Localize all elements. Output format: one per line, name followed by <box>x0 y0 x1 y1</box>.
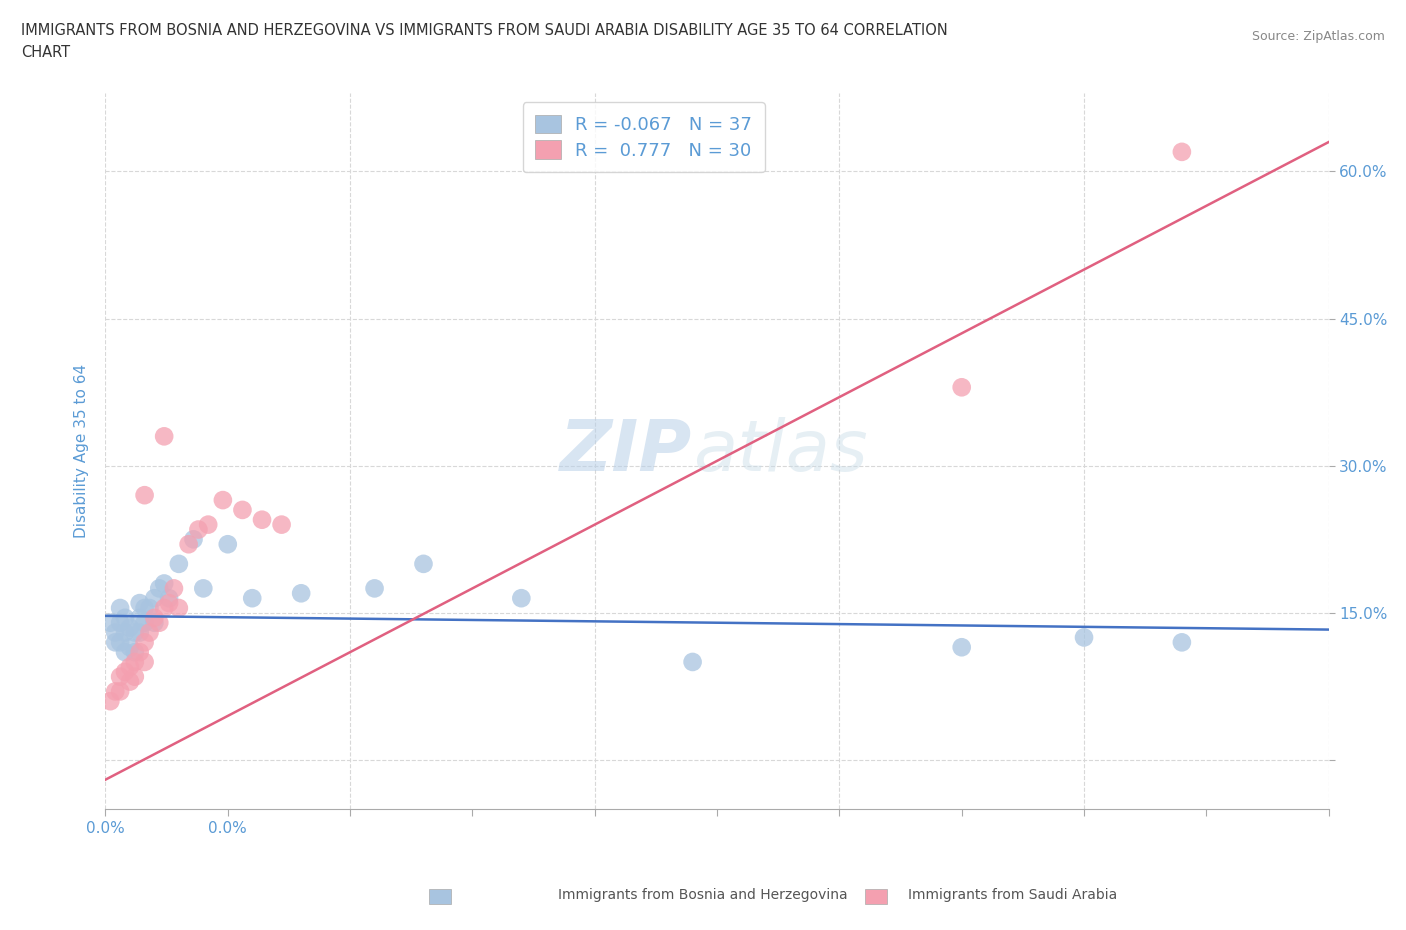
Point <box>128 595 150 610</box>
Point <box>167 556 190 571</box>
Point <box>1171 144 1194 159</box>
Point <box>187 522 209 537</box>
Text: IMMIGRANTS FROM BOSNIA AND HERZEGOVINA VS IMMIGRANTS FROM SAUDI ARABIA DISABILIT: IMMIGRANTS FROM BOSNIA AND HERZEGOVINA V… <box>21 23 948 38</box>
Point <box>270 517 292 532</box>
Point <box>290 586 312 601</box>
Point <box>148 581 170 596</box>
Point <box>134 616 156 631</box>
Point <box>183 532 205 547</box>
Text: Immigrants from Saudi Arabia: Immigrants from Saudi Arabia <box>908 887 1116 902</box>
Point <box>231 502 253 517</box>
Point <box>363 581 385 596</box>
Point <box>157 595 180 610</box>
Point <box>134 655 156 670</box>
Point <box>114 644 136 659</box>
Point <box>950 379 973 394</box>
Point <box>177 537 200 551</box>
Point <box>104 635 127 650</box>
Point <box>153 601 176 616</box>
Point <box>118 620 141 635</box>
Point <box>128 610 150 625</box>
Point <box>98 616 121 631</box>
Point <box>118 640 141 655</box>
Point <box>163 581 186 596</box>
Point <box>134 487 156 502</box>
Text: atlas: atlas <box>693 417 868 485</box>
Point <box>114 610 136 625</box>
Point <box>134 601 156 616</box>
Point <box>128 644 150 659</box>
Text: CHART: CHART <box>21 45 70 60</box>
Text: ZIP: ZIP <box>561 417 693 485</box>
Point <box>1171 635 1194 650</box>
Text: Immigrants from Bosnia and Herzegovina: Immigrants from Bosnia and Herzegovina <box>558 887 848 902</box>
Point <box>193 581 215 596</box>
Text: Source: ZipAtlas.com: Source: ZipAtlas.com <box>1251 30 1385 43</box>
Point <box>118 659 141 674</box>
Point <box>124 625 146 640</box>
Point <box>138 601 160 616</box>
Point <box>104 625 127 640</box>
Point <box>124 644 146 659</box>
Point <box>148 616 170 631</box>
Point <box>104 684 127 698</box>
Point <box>240 591 263 605</box>
Point <box>114 664 136 679</box>
Point <box>134 635 156 650</box>
Point <box>157 591 180 605</box>
Point <box>108 670 131 684</box>
Point <box>114 625 136 640</box>
Point <box>108 616 131 631</box>
Point <box>143 616 166 631</box>
Point <box>412 556 434 571</box>
Legend: R = -0.067   N = 37, R =  0.777   N = 30: R = -0.067 N = 37, R = 0.777 N = 30 <box>523 102 765 172</box>
Y-axis label: Disability Age 35 to 64: Disability Age 35 to 64 <box>75 364 90 538</box>
Point <box>108 601 131 616</box>
Point <box>153 576 176 591</box>
Point <box>128 625 150 640</box>
Point <box>138 625 160 640</box>
Point <box>143 610 166 625</box>
Point <box>197 517 219 532</box>
Point <box>212 493 235 508</box>
Point <box>118 674 141 689</box>
Point <box>143 591 166 605</box>
Point <box>167 601 190 616</box>
Point <box>153 429 176 444</box>
Point <box>98 694 121 709</box>
Point <box>1073 630 1095 644</box>
Point <box>682 655 704 670</box>
Point <box>108 684 131 698</box>
Point <box>124 655 146 670</box>
Point <box>217 537 239 551</box>
Point <box>950 640 973 655</box>
Point <box>510 591 533 605</box>
Point <box>250 512 273 527</box>
Point <box>124 670 146 684</box>
Point <box>108 635 131 650</box>
